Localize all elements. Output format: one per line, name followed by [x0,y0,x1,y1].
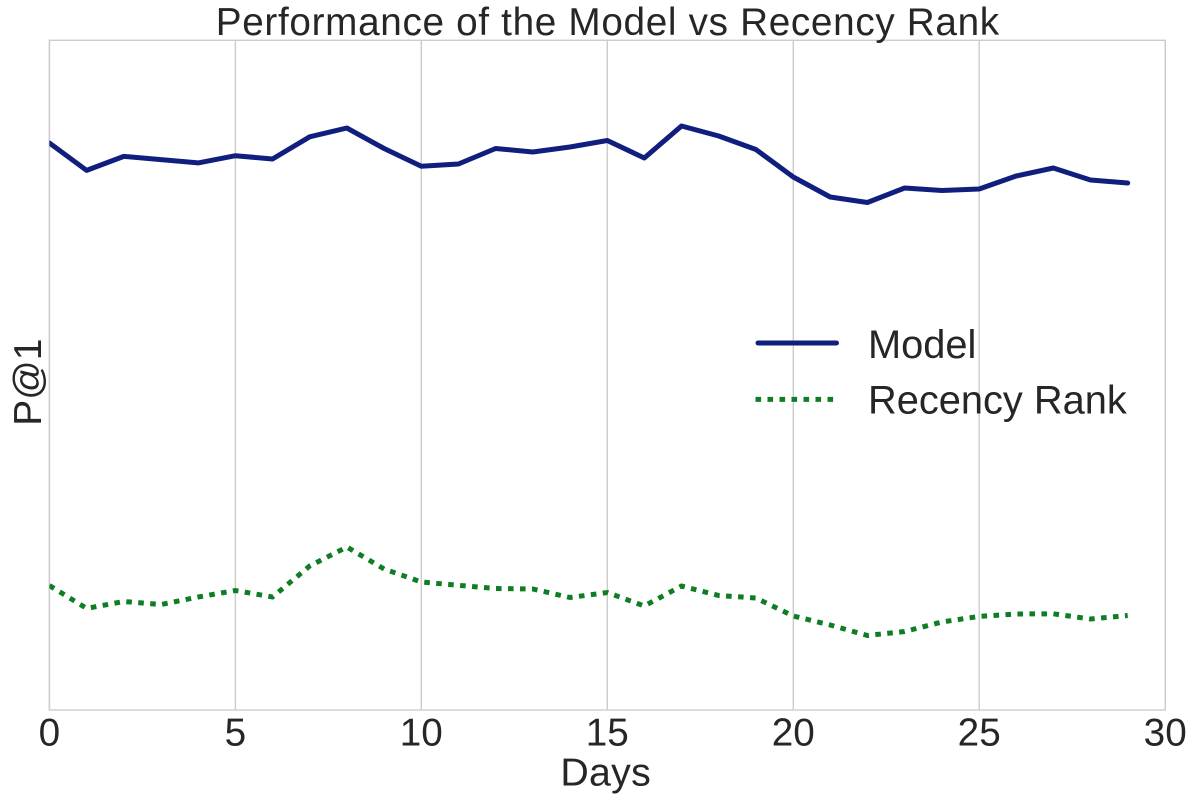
svg-text:5: 5 [225,711,247,754]
svg-text:10: 10 [400,711,443,754]
svg-text:Days: Days [560,751,651,795]
svg-text:25: 25 [958,711,1001,754]
svg-text:15: 15 [586,711,629,754]
svg-text:P@1: P@1 [7,339,50,426]
svg-text:Model: Model [868,323,976,367]
svg-text:20: 20 [772,711,815,754]
svg-text:Recency Rank: Recency Rank [868,378,1127,422]
svg-text:Performance of the Model vs Re: Performance of the Model vs Recency Rank [216,1,1000,44]
svg-text:0: 0 [39,711,61,754]
svg-text:30: 30 [1144,711,1187,754]
